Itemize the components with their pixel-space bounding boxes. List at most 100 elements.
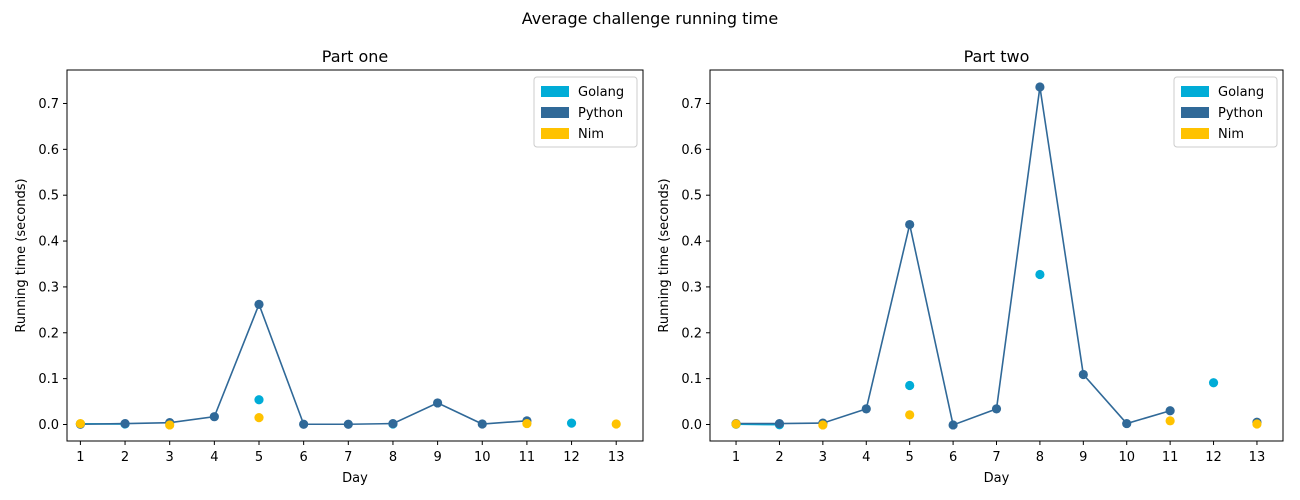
data-point-golang [1208,378,1219,388]
data-point-golang [1035,269,1045,280]
x-tick-label: 3 [819,450,827,465]
y-tick-label: 0.7 [681,97,702,112]
x-tick-label: 2 [121,450,129,465]
data-point-python [1122,418,1132,429]
x-tick-label: 8 [1036,450,1044,465]
x-axis-label: Day [342,471,368,486]
legend-label: Nim [578,127,604,142]
legend-label: Golang [578,85,624,100]
y-tick-label: 0.0 [681,418,702,433]
y-axis-label: Running time (seconds) [14,178,29,332]
x-tick-label: 5 [255,450,263,465]
y-tick-label: 0.2 [681,326,702,341]
data-point-golang [905,380,915,391]
x-tick-label: 13 [608,450,625,465]
y-tick-label: 0.3 [38,280,59,295]
legend-swatch-python [541,107,569,118]
x-tick-label: 1 [732,450,740,465]
y-axis-label: Running time (seconds) [657,178,672,332]
data-point-python [254,299,264,309]
legend-label: Python [1218,106,1263,121]
legend-label: Python [578,106,623,121]
data-point-nim [522,418,532,429]
x-tick-label: 13 [1249,450,1266,465]
y-tick-label: 0.4 [681,235,702,250]
x-tick-label: 8 [389,450,397,465]
data-point-python [948,420,958,430]
x-tick-label: 9 [433,450,441,465]
data-point-python [120,418,130,429]
x-axis-label: Day [984,471,1010,486]
legend-label: Nim [1218,127,1244,142]
data-point-nim [611,419,621,429]
legend-swatch-nim [1181,128,1209,139]
data-point-python [905,219,915,230]
data-point-python [433,398,443,408]
y-tick-label: 0.5 [38,189,59,204]
plot-frame [709,69,1284,442]
data-point-golang [566,418,577,428]
data-point-nim [1252,419,1262,429]
legend-swatch-golang [541,86,569,97]
data-point-python [343,419,353,429]
y-tick-label: 0.1 [38,372,59,387]
data-point-python [1165,406,1175,416]
data-point-nim [731,419,741,429]
x-tick-label: 7 [344,450,352,465]
panel-title: Part two [964,47,1030,66]
data-point-golang [254,395,264,405]
x-tick-label: 2 [775,450,783,465]
x-tick-label: 10 [474,450,491,465]
data-point-python [477,419,487,429]
legend-label: Golang [1218,85,1264,100]
x-tick-label: 4 [862,450,870,465]
y-tick-label: 0.7 [38,97,59,112]
series-line-python [736,86,1171,427]
x-tick-label: 11 [519,450,536,465]
data-point-nim [905,410,915,420]
data-point-nim [75,418,85,429]
y-tick-label: 0.0 [38,418,59,433]
y-tick-label: 0.6 [38,143,59,158]
data-point-nim [165,420,175,430]
x-tick-label: 9 [1079,450,1087,465]
figure-title: Average challenge running time [522,9,778,28]
y-tick-label: 0.3 [681,280,702,295]
panel-title: Part one [322,47,388,66]
x-tick-label: 10 [1118,450,1135,465]
data-point-python [861,404,871,414]
data-point-nim [254,413,264,423]
data-point-nim [818,420,828,430]
data-point-python [388,418,398,429]
data-point-python [1035,82,1045,92]
x-tick-label: 6 [300,450,308,465]
data-point-nim [1165,416,1175,426]
data-point-python [209,412,219,422]
y-tick-label: 0.2 [38,326,59,341]
x-tick-label: 1 [76,450,84,465]
x-tick-label: 5 [906,450,914,465]
x-tick-label: 6 [949,450,957,465]
x-tick-label: 12 [1205,450,1222,465]
x-tick-label: 11 [1162,450,1179,465]
data-point-python [774,418,785,429]
legend: Golang Python Nim [533,76,638,148]
data-point-python [1078,369,1088,380]
y-tick-label: 0.5 [681,189,702,204]
plot-frame [66,69,644,442]
legend-swatch-nim [541,128,569,139]
x-tick-label: 12 [563,450,580,465]
legend-swatch-python [1181,107,1209,118]
legend-swatch-golang [1181,86,1209,97]
y-tick-label: 0.4 [38,235,59,250]
y-tick-label: 0.6 [681,143,702,158]
series-line-python [80,302,527,426]
data-point-python [299,419,309,429]
y-tick-label: 0.1 [681,372,702,387]
data-point-python [991,404,1002,414]
x-tick-label: 7 [992,450,1000,465]
